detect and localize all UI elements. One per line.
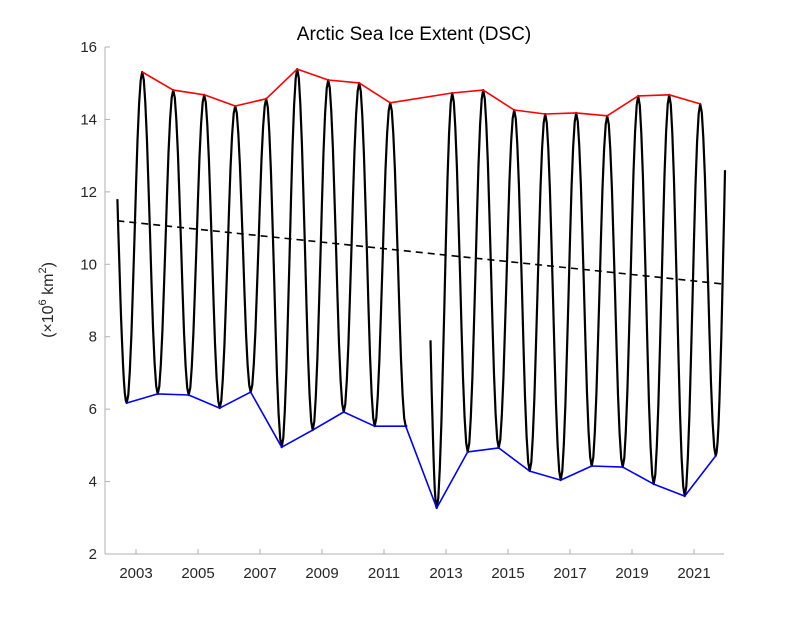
maxima-point <box>637 95 639 97</box>
x-tick-label: 2009 <box>305 565 338 582</box>
y-tick-label: 10 <box>80 256 97 273</box>
y-tick-label: 6 <box>89 401 97 418</box>
maxima-point <box>203 94 205 96</box>
maxima-point <box>513 109 515 111</box>
maxima-line <box>141 68 701 117</box>
maxima-point <box>482 89 485 91</box>
maxima-point <box>265 97 268 100</box>
minima-point <box>621 466 624 468</box>
y-label-exp2: 2 <box>37 267 49 273</box>
chart-title: Arctic Sea Ice Extent (DSC) <box>297 24 531 45</box>
minima-point <box>280 446 283 448</box>
y-tick-label: 8 <box>89 329 97 346</box>
maxima-point <box>544 113 546 115</box>
minima-point <box>342 411 345 413</box>
minima-point <box>187 394 190 396</box>
minima-point <box>218 407 221 409</box>
minima-point <box>435 507 438 509</box>
y-ticks: 2 4 6 8 10 12 14 16 <box>80 39 110 563</box>
y-label-mid: km <box>40 274 57 300</box>
maxima-point <box>575 112 577 114</box>
y-tick-label: 16 <box>80 39 97 56</box>
sea-ice-extent-line-segment-2 <box>429 89 727 510</box>
y-tick-label: 14 <box>80 111 97 128</box>
x-tick-label: 2015 <box>491 565 524 582</box>
maxima-point <box>296 68 299 70</box>
y-label-suffix: ) <box>40 262 57 267</box>
x-tick-label: 2019 <box>615 565 648 582</box>
maxima-point <box>389 101 392 104</box>
minima-line <box>126 391 717 509</box>
minima-point <box>156 393 159 395</box>
maxima-point <box>451 92 454 94</box>
minima-point <box>559 479 562 481</box>
maxima-point <box>699 103 701 105</box>
y-label-exp1: 6 <box>37 299 49 305</box>
x-tick-label: 2003 <box>119 565 152 582</box>
maxima-point <box>358 82 361 84</box>
minima-point <box>249 391 252 393</box>
x-tick-label: 2017 <box>553 565 586 582</box>
plot-area <box>116 68 727 510</box>
maxima-point <box>606 115 608 117</box>
x-tick-label: 2005 <box>181 565 214 582</box>
y-tick-label: 2 <box>89 546 97 563</box>
maxima-point <box>141 71 143 73</box>
minima-point <box>683 495 686 497</box>
minima-point <box>497 447 500 449</box>
y-tick-label: 12 <box>80 184 97 201</box>
minima-point <box>652 483 655 485</box>
x-tick-label: 2021 <box>677 565 710 582</box>
axes: 2 4 6 8 10 12 14 16 2003 2005 2007 2009 2011 2013 201… <box>80 39 724 582</box>
x-ticks: 2003 2005 2007 2009 2011 2013 2015 2017 2019 2021 <box>119 549 711 582</box>
minima-point <box>714 455 717 457</box>
minima-point <box>373 425 376 427</box>
minima-point <box>311 429 314 431</box>
x-tick-label: 2007 <box>243 565 276 582</box>
minima-point <box>590 465 593 467</box>
x-tick-label: 2013 <box>429 565 462 582</box>
sea-ice-extent-line-segment-1 <box>116 68 409 449</box>
minima-point <box>466 451 469 453</box>
maxima-point <box>327 79 330 81</box>
y-axis-label: (×106 km2) <box>37 262 57 338</box>
maxima-point <box>172 89 174 91</box>
maxima-point <box>668 94 670 96</box>
x-tick-label: 2011 <box>368 565 400 582</box>
y-label-prefix: (×10 <box>40 305 57 338</box>
y-tick-label: 4 <box>89 474 97 491</box>
maxima-point <box>234 105 236 107</box>
minima-point <box>528 470 531 472</box>
minima-point <box>404 425 407 427</box>
trend-line <box>117 220 726 285</box>
minima-point <box>125 402 128 404</box>
